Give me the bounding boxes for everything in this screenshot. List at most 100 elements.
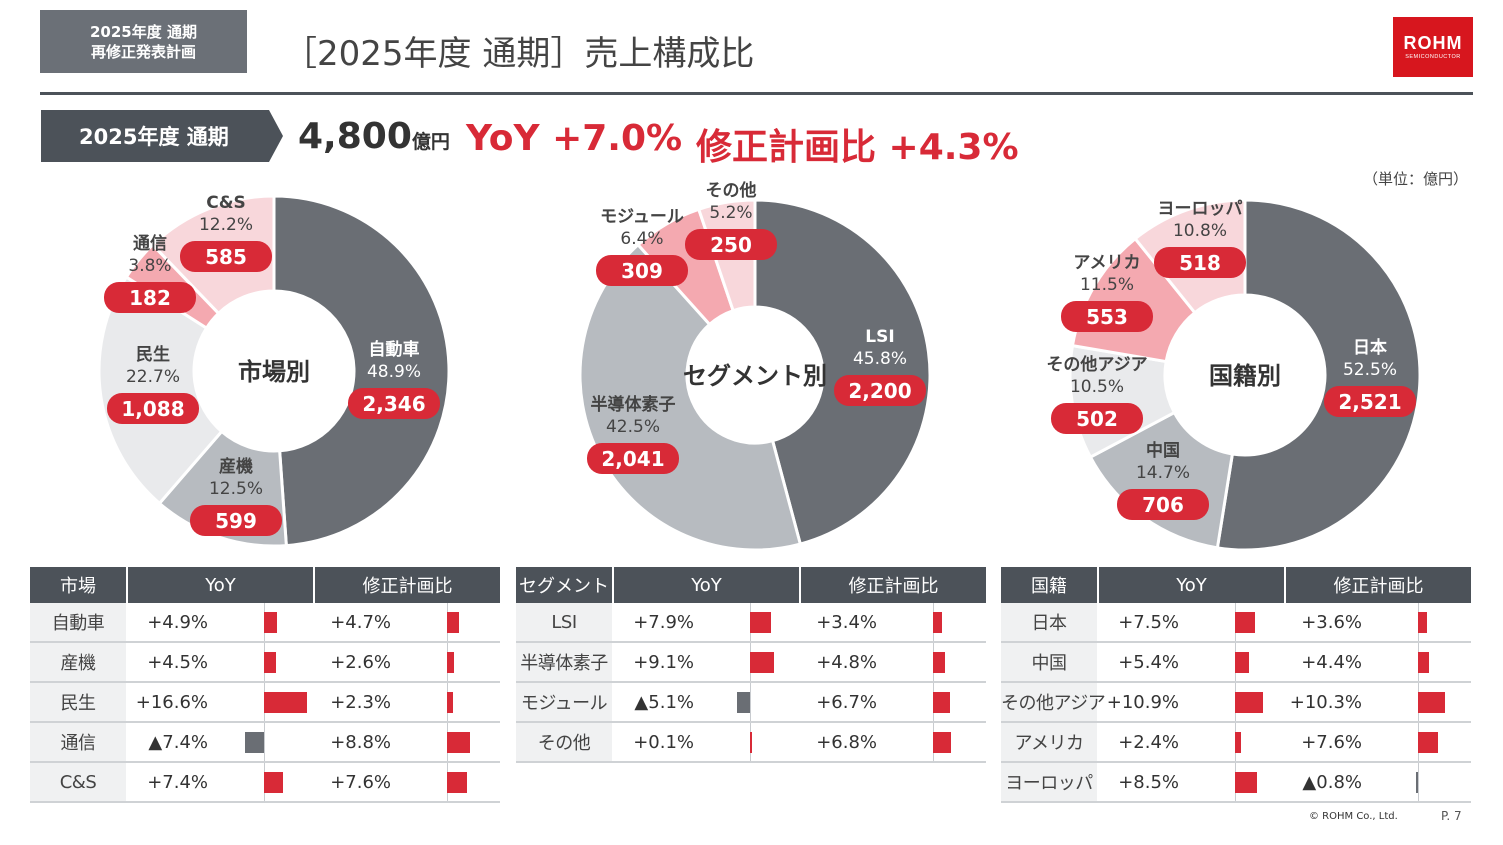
yoy-value: +16.6% <box>126 682 214 723</box>
row-name: モジュール <box>516 682 613 723</box>
plan-value: +8.8% <box>313 722 397 763</box>
yoy-bar <box>1235 692 1264 713</box>
total-vs-plan: 修正計画比 +4.3% <box>696 127 1019 168</box>
title-tag-line1: 2025年度 通期 <box>90 22 197 41</box>
table-header-1: YoY <box>127 567 315 603</box>
rohm-logo: ROHM SEMICONDUCTOR <box>1393 17 1473 77</box>
slice-value-pill-2-0 <box>1324 386 1416 417</box>
row-name: アメリカ <box>1001 722 1098 763</box>
slice-value-1-0: 2,200 <box>848 379 911 403</box>
yoy-bar-cell <box>700 722 801 763</box>
slice-label-1-2: モジュール <box>600 207 684 227</box>
yoy-bar-cell <box>214 682 315 723</box>
yoy-bar <box>264 612 277 633</box>
row-name: 中国 <box>1001 642 1098 683</box>
plan-value: +4.7% <box>313 603 397 643</box>
slice-value-pill-0-4 <box>180 241 272 272</box>
bar-axis <box>264 723 265 761</box>
slice-pct-0-3: 3.8% <box>128 256 171 276</box>
plan-bar <box>447 652 454 673</box>
yoy-bar <box>264 652 276 673</box>
logo-sub: SEMICONDUCTOR <box>1405 54 1461 60</box>
table-header-1: YoY <box>613 567 801 603</box>
slice-value-pill-1-0 <box>834 375 926 406</box>
slice-pct-2-2: 10.5% <box>1070 377 1124 397</box>
slice-value-pill-1-2 <box>596 255 688 286</box>
plan-bar <box>933 652 946 673</box>
plan-value: +2.6% <box>313 642 397 683</box>
plan-bar-cell <box>1368 642 1471 683</box>
yoy-bar <box>750 652 774 673</box>
plan-bar-cell <box>397 762 500 803</box>
slice-value-0-3: 182 <box>129 286 171 310</box>
row-name: 産機 <box>30 642 127 683</box>
yoy-bar-cell <box>1185 603 1286 643</box>
table-row: LSI +7.9% +3.4% <box>516 603 986 643</box>
plan-bar-cell <box>1368 722 1471 763</box>
plan-bar-cell <box>397 603 500 643</box>
table-row: 通信 ▲7.4% +8.8% <box>30 722 500 763</box>
slice-1-0 <box>753 198 932 546</box>
total-unit: 億円 <box>411 131 450 153</box>
slice-pct-1-3: 5.2% <box>709 203 752 223</box>
row-name: 民生 <box>30 682 127 723</box>
yoy-value: +7.9% <box>612 603 700 643</box>
slice-value-0-2: 1,088 <box>121 397 184 421</box>
slice-value-pill-1-1 <box>587 443 679 474</box>
yoy-value: +4.9% <box>126 603 214 643</box>
yoy-value: +9.1% <box>612 642 700 683</box>
plan-bar <box>447 612 460 633</box>
table-header-1: YoY <box>1098 567 1286 603</box>
slice-label-0-3: 通信 <box>133 233 167 254</box>
total-value: 4,800 <box>298 116 412 157</box>
slice-value-1-2: 309 <box>621 259 663 283</box>
slice-value-pill-2-4 <box>1154 247 1246 278</box>
plan-value: +7.6% <box>1284 722 1368 763</box>
plan-value: +2.3% <box>313 682 397 723</box>
slice-value-2-0: 2,521 <box>1338 390 1401 414</box>
slice-0-0 <box>272 194 451 548</box>
yoy-bar-cell <box>214 603 315 643</box>
slice-label-1-3: その他 <box>706 180 757 201</box>
yoy-bar-cell <box>1185 682 1286 723</box>
table-header-0: 市場 <box>30 567 128 603</box>
plan-value: +4.8% <box>799 642 883 683</box>
yoy-bar-cell <box>214 642 315 683</box>
copyright: © ROHM Co., Ltd. <box>1309 811 1398 822</box>
plan-value: +7.6% <box>313 762 397 803</box>
yoy-bar-cell <box>1185 642 1286 683</box>
plan-bar <box>1418 652 1430 673</box>
table-header-2: 修正計画比 <box>800 567 986 603</box>
yoy-value: +2.4% <box>1097 722 1185 763</box>
plan-bar <box>1415 772 1418 793</box>
slice-pct-1-2: 6.4% <box>620 229 663 249</box>
table-header-2: 修正計画比 <box>314 567 500 603</box>
slice-value-pill-2-2 <box>1051 403 1143 434</box>
plan-value: ▲0.8% <box>1284 762 1368 803</box>
plan-value: +4.4% <box>1284 642 1368 683</box>
yoy-bar <box>736 692 750 713</box>
plan-bar-cell <box>1368 603 1471 643</box>
slice-pct-2-1: 14.7% <box>1136 463 1190 483</box>
slice-pct-2-3: 11.5% <box>1080 275 1134 295</box>
yoy-value: +7.5% <box>1097 603 1185 643</box>
table-header-2: 修正計画比 <box>1285 567 1471 603</box>
table-row: モジュール ▲5.1% +6.7% <box>516 682 986 723</box>
slice-value-2-3: 553 <box>1086 305 1128 329</box>
slice-value-2-2: 502 <box>1076 407 1118 431</box>
row-name: 自動車 <box>30 603 127 643</box>
plan-bar <box>1418 732 1438 753</box>
table-row: ヨーロッパ +8.5% ▲0.8% <box>1001 762 1471 803</box>
yoy-value: +4.5% <box>126 642 214 683</box>
slice-value-2-4: 518 <box>1179 251 1221 275</box>
yoy-bar-cell <box>214 762 315 803</box>
yoy-bar-cell <box>700 603 801 643</box>
slice-value-pill-0-0 <box>348 388 440 419</box>
donut-title-2: 国籍別 <box>1209 362 1281 390</box>
title-tag-line2: 再修正発表計画 <box>90 42 196 61</box>
slice-value-pill-0-1 <box>190 505 282 536</box>
slice-label-0-0: 自動車 <box>369 339 420 360</box>
